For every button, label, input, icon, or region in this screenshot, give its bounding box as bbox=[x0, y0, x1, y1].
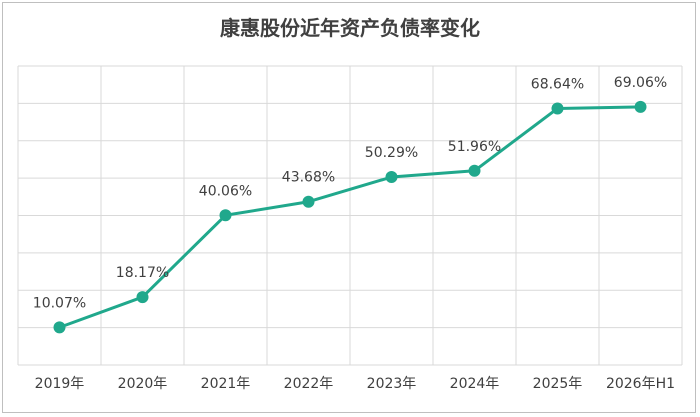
x-tick-label: 2023年 bbox=[367, 376, 417, 392]
data-label: 69.06% bbox=[614, 75, 667, 91]
data-point bbox=[551, 102, 564, 115]
data-point bbox=[136, 291, 149, 304]
x-axis-ticks: 2019年 2020年 2021年 2022年 2023年 2024年 2025年 2026年… bbox=[35, 376, 675, 392]
chart-frame bbox=[2, 2, 696, 413]
chart-title: 康惠股份近年资产负债率变化 bbox=[220, 16, 480, 40]
series: 10.07% 18.17% 40.06% 43.68% 50.29% 51.96% 68.6… bbox=[33, 75, 667, 334]
x-tick-label: 2025年 bbox=[533, 376, 583, 392]
data-label: 43.68% bbox=[282, 170, 335, 186]
data-point bbox=[385, 171, 398, 184]
data-label: 18.17% bbox=[116, 265, 169, 281]
data-label: 40.06% bbox=[199, 183, 252, 199]
data-point bbox=[302, 195, 315, 208]
series-line bbox=[58, 105, 641, 329]
x-tick-label: 2026年H1 bbox=[606, 376, 675, 392]
data-label: 68.64% bbox=[531, 76, 584, 92]
data-point bbox=[219, 209, 232, 222]
x-tick-label: 2022年 bbox=[284, 376, 334, 392]
x-tick-label: 2020年 bbox=[118, 376, 168, 392]
x-tick-label: 2019年 bbox=[35, 376, 85, 392]
data-point bbox=[468, 164, 481, 177]
x-tick-label: 2024年 bbox=[450, 376, 500, 392]
data-label: 50.29% bbox=[365, 145, 418, 161]
data-label: 51.96% bbox=[448, 139, 501, 155]
grid bbox=[17, 65, 683, 366]
data-point bbox=[634, 100, 647, 113]
data-label: 10.07% bbox=[33, 295, 86, 311]
x-tick-label: 2021年 bbox=[201, 376, 251, 392]
data-point bbox=[53, 321, 66, 334]
